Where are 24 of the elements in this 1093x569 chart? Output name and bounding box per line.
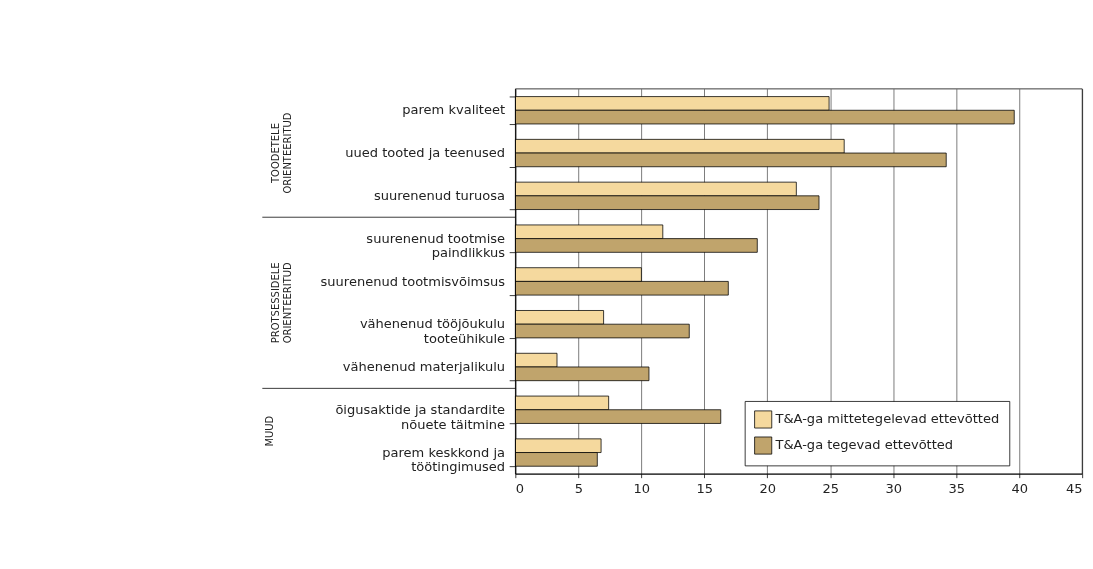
y-tick-label: suurenenud turuosa — [373, 188, 506, 204]
x-tick-label: 35 — [948, 480, 965, 496]
x-tick-label: 25 — [822, 480, 839, 496]
x-tick-label: 20 — [759, 480, 777, 496]
y-tick-label: parem kvaliteet — [402, 102, 506, 118]
text: PROTSESSIDELE ORIENTEERITUD — [270, 261, 294, 344]
x-tick-label: 45 — [1066, 480, 1083, 496]
legend-label: T&A-ga tegevad ettevõtted — [774, 437, 954, 453]
x-tick-label: 10 — [633, 480, 651, 496]
y-tick-label: parem keskkond ja töötingimused — [382, 444, 506, 475]
text: MUUD — [264, 415, 276, 447]
y-tick-label: õigusaktide ja standardite nõuete täitmine — [335, 401, 506, 432]
x-tick-label: 30 — [885, 480, 902, 496]
x-tick-label: 15 — [696, 480, 714, 496]
x-tick-label: 5 — [574, 480, 583, 496]
legend-label: T&A-ga mittetegelevad ettevõtted — [774, 411, 1000, 427]
y-tick-label: suurenenud tootmise paindlikkus — [366, 230, 506, 261]
x-tick-label: 40 — [1011, 480, 1028, 496]
y-tick-label: uued tooted ja teenused — [345, 145, 506, 161]
y-tick-label: vähenenud materjalikulu — [342, 359, 506, 375]
x-tick-label: 0 — [515, 480, 525, 496]
y-tick-label: suurenenud tootmisvõimsus — [320, 273, 506, 289]
text: TOODETELE ORIENTEERITUD — [270, 112, 294, 194]
y-tick-label: vähenenud tööjõukulu tooteühikule — [359, 316, 506, 346]
